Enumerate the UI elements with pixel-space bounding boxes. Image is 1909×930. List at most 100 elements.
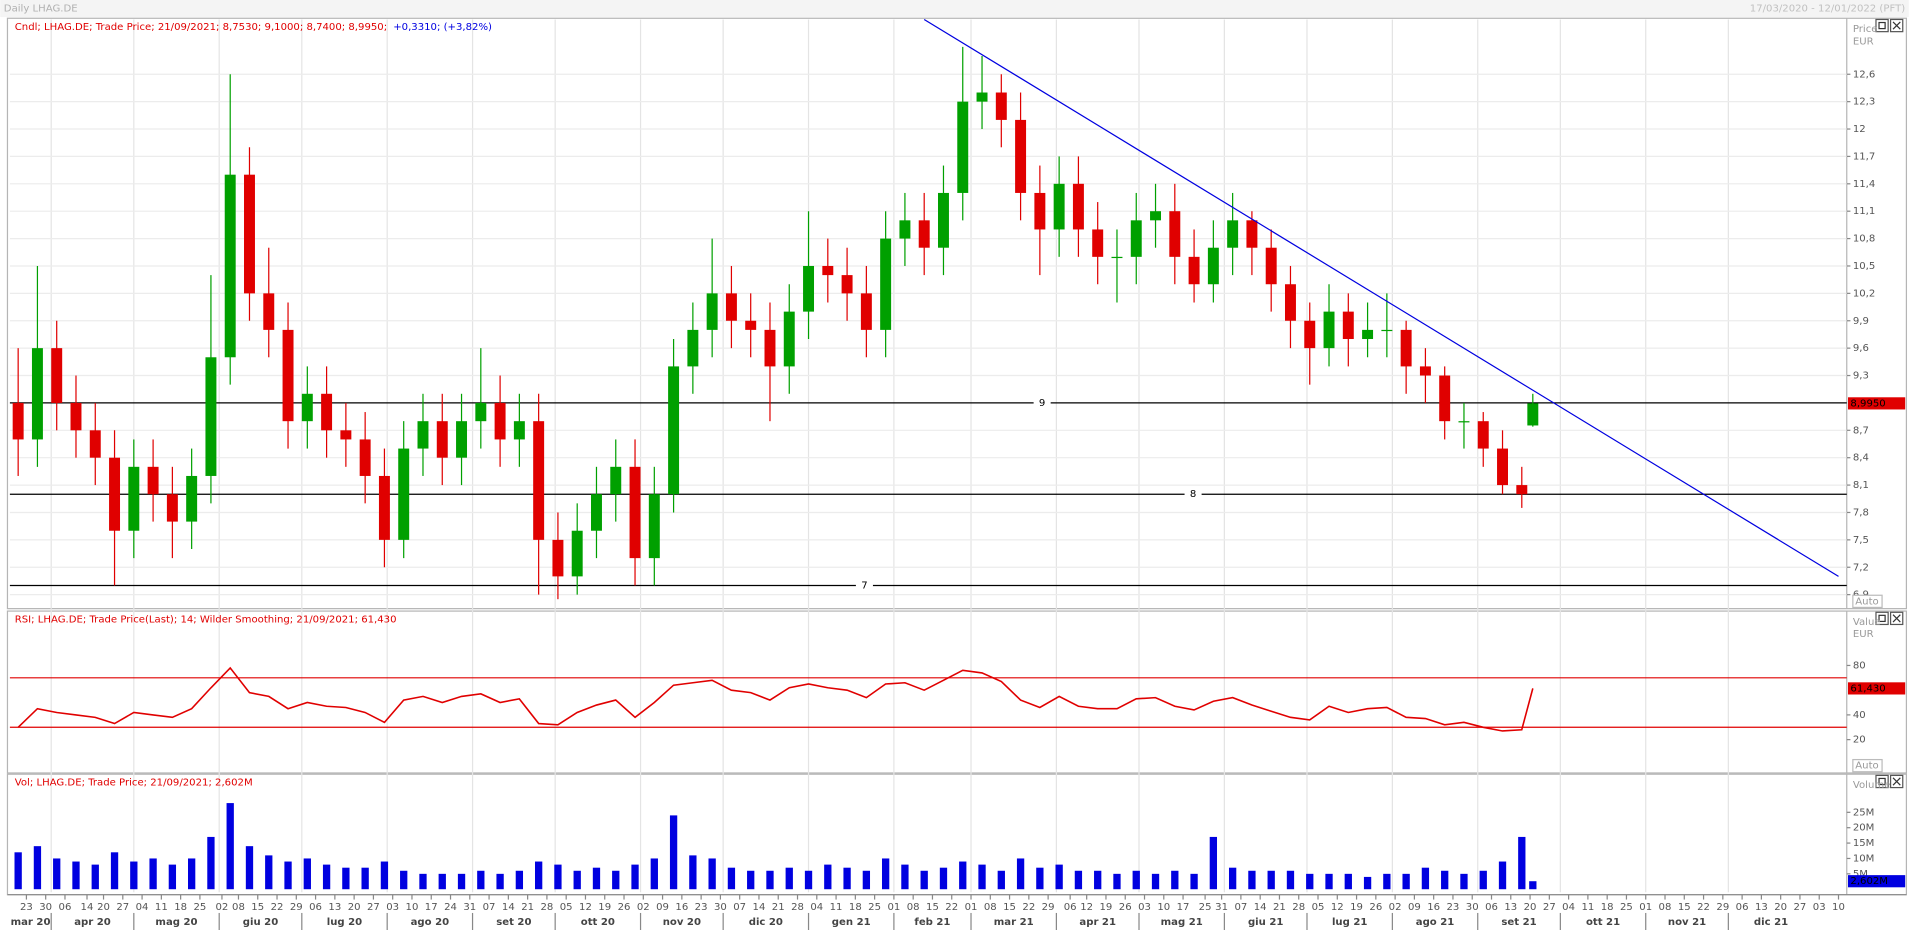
volume-bar	[901, 864, 909, 890]
candle-body	[436, 421, 448, 458]
month-label: mar 20	[11, 917, 51, 928]
candle-body	[1207, 247, 1219, 285]
volume-bar	[785, 867, 793, 890]
candle-body	[1419, 366, 1431, 376]
y-axis-label: Price	[1853, 24, 1878, 35]
candle-body	[668, 366, 680, 495]
volume-bar	[1460, 873, 1468, 890]
x-tick-label: 30	[39, 902, 52, 913]
volume-bar	[824, 864, 832, 890]
x-tick-label: 23	[20, 902, 33, 913]
candle-body	[205, 357, 217, 476]
x-tick-label: 14	[1254, 902, 1267, 913]
scale-mode-box[interactable]	[1852, 758, 1883, 773]
volume-bar	[477, 870, 485, 890]
x-tick-label: 04	[1562, 902, 1575, 913]
volume-bar	[1228, 867, 1237, 890]
candle-body	[783, 311, 795, 367]
x-tick-label: 16	[1427, 902, 1440, 913]
candle-body	[803, 265, 815, 312]
x-tick-label: 07	[483, 902, 496, 913]
x-tick-label: 17	[425, 902, 438, 913]
scale-mode-box[interactable]	[1852, 594, 1883, 609]
candle-body	[1527, 403, 1539, 426]
x-tick-label: 11	[155, 902, 168, 913]
last-value-box	[1847, 397, 1906, 410]
y-tick-label: 11,1	[1853, 206, 1875, 217]
candle-body	[1246, 220, 1258, 248]
volume-bar	[130, 861, 138, 890]
restore-icon	[1878, 614, 1886, 623]
volume-bar	[1325, 873, 1333, 890]
volume-bar	[149, 858, 157, 890]
x-tick-label: 03	[1813, 902, 1826, 913]
x-tick-label: 31	[1215, 902, 1228, 913]
x-tick-label: 06	[1485, 902, 1498, 913]
x-tick-label: 12	[1331, 902, 1344, 913]
x-tick-label: 05	[560, 902, 573, 913]
y-tick-label: 7,8	[1853, 507, 1869, 518]
volume-bar	[1190, 873, 1198, 890]
volume-bar	[554, 864, 562, 890]
volume-bar	[1421, 867, 1430, 890]
volume-bar	[1132, 870, 1140, 890]
volume-bar	[284, 861, 292, 890]
x-tick-label: 06	[309, 902, 322, 913]
volume-bar	[766, 870, 774, 890]
volume-bar	[1016, 858, 1025, 890]
y-tick-label: 10M	[1853, 853, 1875, 864]
x-tick-label: 07	[733, 902, 746, 913]
candle-body	[976, 92, 988, 102]
volume-bar	[168, 864, 177, 890]
month-label: dic 21	[1754, 917, 1788, 928]
candle-body	[1342, 311, 1354, 340]
y-axis-unit: EUR	[1853, 36, 1874, 47]
volume-bar	[1344, 873, 1352, 890]
horizontal-line-label-bg	[1033, 396, 1051, 410]
volume-bar	[380, 861, 389, 890]
candle-body	[571, 530, 583, 577]
y-tick-label: 8,7	[1853, 425, 1869, 436]
y-tick-label: 12	[1853, 124, 1866, 135]
volume-bar	[1286, 870, 1295, 890]
volume-bar	[708, 858, 716, 890]
restore-button[interactable]	[1875, 18, 1889, 33]
x-tick-label: 21	[521, 902, 534, 913]
x-tick-label: 23	[695, 902, 708, 913]
candle-body	[822, 265, 834, 276]
candle-body	[1265, 247, 1277, 285]
month-label: set 20	[496, 917, 531, 928]
y-tick-label: 7,5	[1853, 535, 1869, 546]
candle-body	[1516, 485, 1528, 495]
y-tick-label: 15M	[1853, 838, 1875, 849]
volume-bar	[1209, 836, 1218, 890]
x-tick-label: 20	[1524, 902, 1537, 913]
candle-body	[725, 293, 737, 321]
candle-body	[841, 275, 853, 294]
x-tick-label: 08	[984, 902, 997, 913]
volume-bar	[669, 815, 678, 890]
x-tick-label: 29	[1042, 902, 1055, 913]
candle-body	[398, 448, 410, 540]
x-tick-label: 09	[656, 902, 669, 913]
candle-body	[918, 220, 930, 248]
month-label: apr 21	[1079, 917, 1116, 928]
last-value-label: 2,602M	[1850, 876, 1888, 887]
panel-header: Vol; LHAG.DE; Trade Price; 21/09/2021; 2…	[15, 778, 253, 789]
candle-body	[533, 421, 545, 540]
volume-bar	[245, 846, 254, 890]
candle-body	[378, 475, 390, 540]
x-tick-label: 18	[174, 902, 187, 913]
candle-body	[51, 348, 63, 403]
month-label: ago 21	[1416, 917, 1455, 928]
month-label: mag 20	[155, 917, 197, 928]
y-tick-label: 12,6	[1853, 69, 1875, 80]
x-tick-label: 26	[1369, 902, 1382, 913]
candle-body	[263, 293, 275, 330]
panel-frame	[6, 17, 1908, 610]
x-tick-label: 09	[1408, 902, 1421, 913]
y-tick-label: 9,3	[1853, 371, 1869, 382]
y-tick-label: 11,7	[1853, 151, 1875, 162]
candle-body	[456, 421, 468, 458]
